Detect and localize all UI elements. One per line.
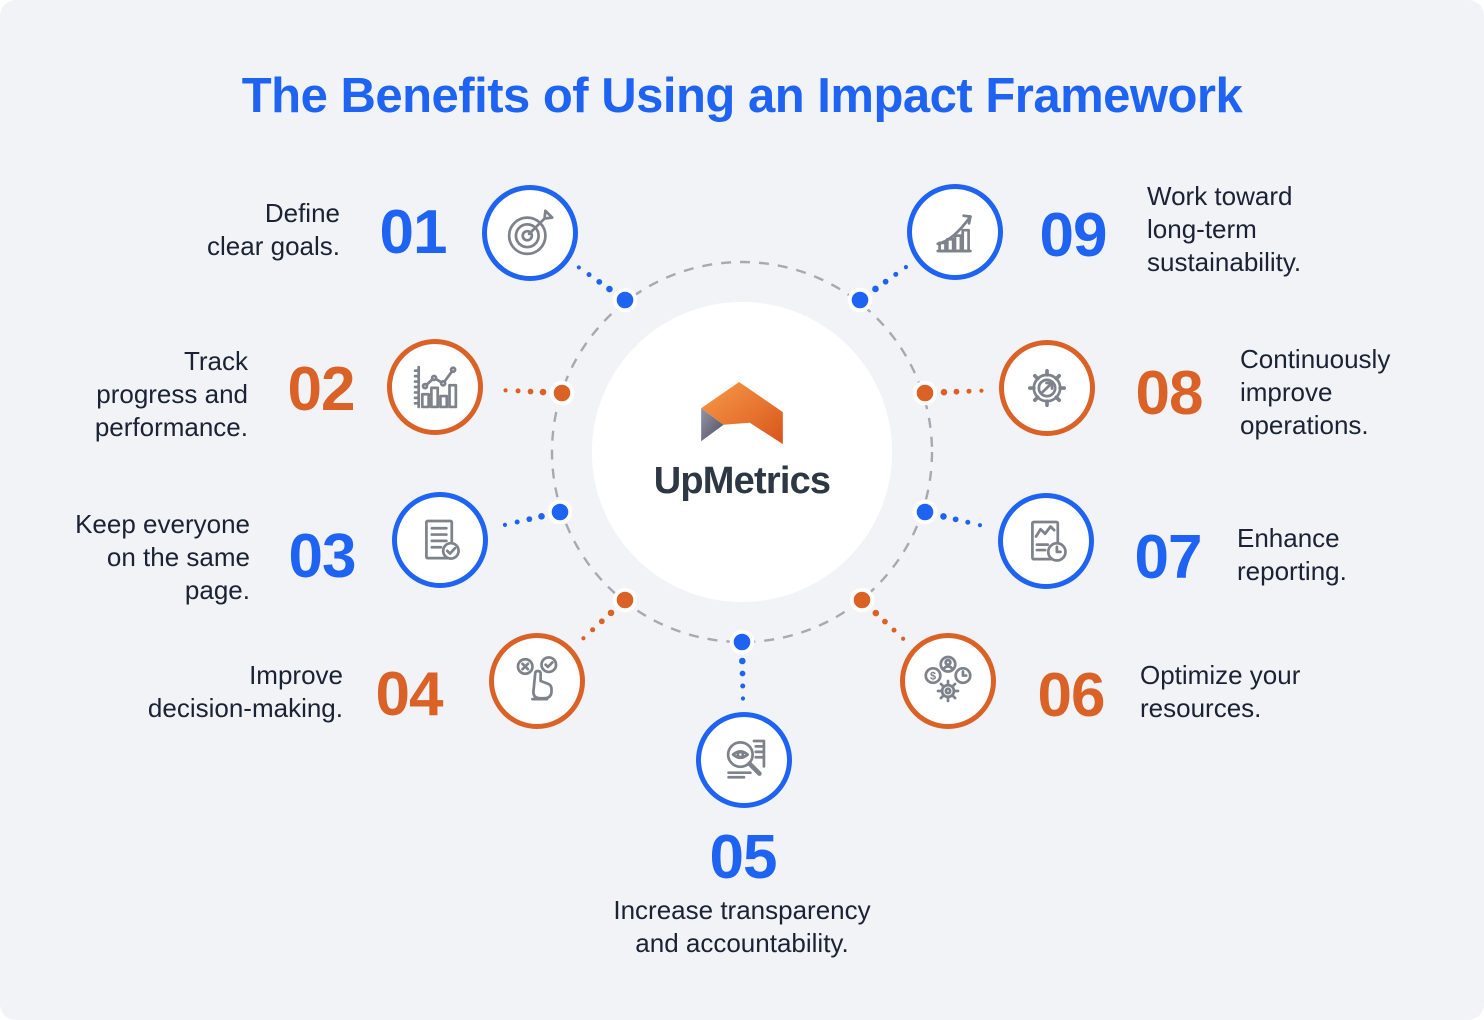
ring-dot bbox=[612, 287, 638, 313]
trail-dot bbox=[740, 683, 746, 689]
ring-dot bbox=[729, 629, 755, 655]
item-number: 01 bbox=[379, 198, 448, 267]
center-hub: UpMetrics bbox=[592, 302, 892, 602]
item-label: Improve decision-making. bbox=[147, 660, 343, 723]
item-number: 03 bbox=[288, 522, 357, 591]
item-number: 06 bbox=[1037, 661, 1106, 730]
magnifier-eye-icon bbox=[726, 739, 766, 779]
trail-dot bbox=[515, 388, 521, 394]
item-number: 08 bbox=[1135, 359, 1204, 428]
gear-improve-icon bbox=[1027, 368, 1067, 408]
trail-dot bbox=[503, 388, 508, 393]
target-dart-icon bbox=[507, 209, 554, 256]
dashed-orbit-ring bbox=[550, 260, 934, 644]
item-08-icon-circle bbox=[999, 340, 1095, 436]
item-label: Increase transparency and accountability. bbox=[613, 895, 871, 958]
document-check-icon bbox=[425, 519, 460, 560]
trail-dot bbox=[952, 516, 959, 523]
item-02-icon-circle bbox=[387, 339, 483, 435]
ring-dot bbox=[549, 380, 575, 406]
item-number: 05 bbox=[709, 823, 778, 892]
item-label: Work toward long-term sustainability. bbox=[1147, 181, 1302, 277]
trail-dot bbox=[891, 627, 897, 633]
trail-dot bbox=[940, 388, 948, 396]
trail-dot bbox=[539, 388, 547, 396]
trail-dot bbox=[502, 522, 508, 527]
page-title: The Benefits of Using an Impact Framewor… bbox=[241, 69, 1243, 123]
item-01-icon-circle bbox=[482, 185, 578, 281]
trail-dot bbox=[893, 271, 899, 277]
trail-dot bbox=[977, 523, 983, 528]
item-label: Continuously improve operations. bbox=[1240, 344, 1391, 440]
trail-dot bbox=[953, 388, 960, 395]
brand-wordmark: UpMetrics bbox=[653, 460, 831, 502]
trail-dot bbox=[882, 618, 888, 625]
item-number: 04 bbox=[375, 660, 444, 729]
item-label: Keep everyone on the same page. bbox=[75, 509, 250, 605]
item-05-icon-circle bbox=[696, 712, 792, 808]
ring-dot bbox=[612, 587, 638, 613]
trail-dot bbox=[527, 388, 534, 395]
trail-dot bbox=[514, 519, 520, 525]
ring-dot bbox=[847, 287, 873, 313]
item-number: 09 bbox=[1039, 201, 1108, 270]
item-label: Optimize your resources. bbox=[1140, 660, 1301, 723]
trail-dot bbox=[872, 285, 879, 293]
ring-dot bbox=[912, 499, 938, 525]
trail-dot bbox=[901, 636, 906, 641]
trail-dot bbox=[739, 670, 746, 677]
trail-dot bbox=[739, 657, 746, 665]
trail-dot bbox=[607, 609, 615, 617]
resources-icon: $ bbox=[924, 655, 972, 703]
svg-text:$: $ bbox=[930, 671, 936, 683]
trail-dot bbox=[538, 513, 545, 520]
item-label: Define clear goals. bbox=[207, 198, 340, 261]
item-06-icon-circle: $ bbox=[900, 633, 996, 729]
trail-dot bbox=[940, 513, 947, 520]
ring-dot bbox=[547, 499, 573, 525]
decision-hand-icon bbox=[516, 656, 558, 701]
ring-dot bbox=[912, 380, 938, 406]
trail-dot bbox=[526, 516, 533, 523]
trail-dot bbox=[966, 388, 972, 394]
bar-chart-trend-icon bbox=[413, 365, 458, 409]
trail-dot bbox=[596, 278, 603, 285]
trail-dot bbox=[598, 618, 605, 625]
trail-dot bbox=[590, 627, 596, 633]
trail-dot bbox=[740, 696, 746, 701]
item-number: 02 bbox=[287, 355, 356, 424]
trail-dot bbox=[979, 388, 984, 393]
trail-dot bbox=[872, 609, 880, 617]
item-number: 07 bbox=[1134, 523, 1203, 592]
item-03-icon-circle bbox=[392, 492, 488, 588]
item-04-icon-circle bbox=[489, 633, 585, 729]
item-label: Track progress and performance. bbox=[94, 346, 248, 442]
trail-dot bbox=[882, 278, 889, 285]
trail-dot bbox=[586, 272, 592, 278]
item-09-icon-circle bbox=[907, 184, 1003, 280]
trail-dot bbox=[576, 265, 581, 270]
upmetrics-logo-icon bbox=[701, 381, 783, 445]
growth-chart-icon bbox=[936, 214, 972, 253]
trail-dot bbox=[581, 636, 586, 641]
item-label: Enhance reporting. bbox=[1237, 523, 1347, 586]
item-07-icon-circle bbox=[998, 493, 1094, 589]
trail-dot bbox=[606, 285, 613, 293]
ring-dot bbox=[849, 587, 875, 613]
trail-dot bbox=[903, 265, 909, 270]
trail-dot bbox=[965, 519, 971, 525]
report-clock-icon bbox=[1031, 520, 1067, 562]
